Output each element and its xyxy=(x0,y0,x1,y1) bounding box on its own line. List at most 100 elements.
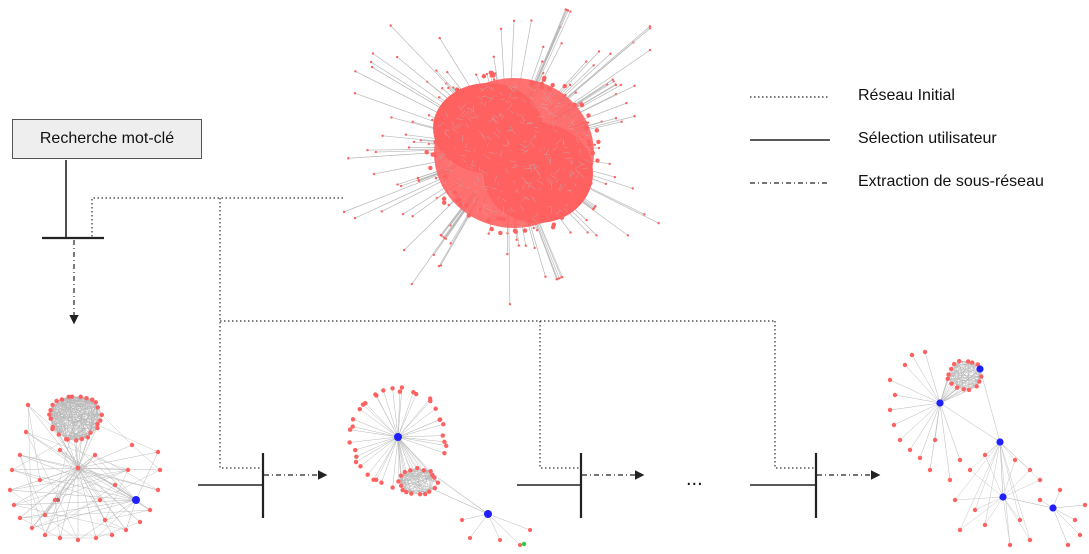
network-node xyxy=(594,128,600,133)
network-edge xyxy=(527,85,535,91)
network-edge xyxy=(52,404,159,453)
network-edge xyxy=(529,140,535,148)
network-edge xyxy=(1002,469,1031,498)
network-edge xyxy=(397,387,403,438)
network-edge xyxy=(550,98,552,103)
network-node xyxy=(614,117,618,120)
network-node xyxy=(458,202,463,208)
network-edge xyxy=(559,185,564,192)
network-edge xyxy=(521,220,523,228)
network-edge xyxy=(544,106,552,114)
network-edge xyxy=(397,436,426,495)
network-edge xyxy=(512,129,516,135)
network-node xyxy=(957,457,963,463)
network-edge xyxy=(939,383,952,404)
network-node xyxy=(432,253,436,257)
network-node xyxy=(437,96,441,99)
network-edge xyxy=(585,144,591,151)
network-node xyxy=(1065,542,1071,548)
legend-label-subnetwork-extraction: Extraction de sous-réseau xyxy=(858,173,1044,190)
network-edge xyxy=(531,135,536,141)
network-edge xyxy=(52,396,69,428)
network-node xyxy=(396,479,401,484)
network-node xyxy=(1017,517,1023,523)
network-edge xyxy=(984,496,1004,526)
network-edge xyxy=(573,182,577,187)
network-node xyxy=(347,427,353,432)
network-edge xyxy=(401,477,435,486)
network-node xyxy=(604,182,608,186)
network-edge xyxy=(397,436,418,469)
network-edge xyxy=(579,148,581,154)
network-node xyxy=(42,532,48,538)
network-edge xyxy=(125,499,137,531)
network-edge xyxy=(77,467,159,491)
network-node xyxy=(54,398,59,404)
network-edge xyxy=(44,454,96,516)
network-node xyxy=(79,436,85,442)
network-node xyxy=(569,231,572,234)
network-node xyxy=(633,115,636,118)
network-node xyxy=(460,518,464,522)
network-node xyxy=(90,397,95,402)
network-edge xyxy=(480,86,488,92)
network-edge xyxy=(367,148,445,151)
network-node xyxy=(155,487,161,493)
network-node xyxy=(372,172,376,176)
network-node xyxy=(435,480,441,485)
network-edge xyxy=(367,436,399,475)
network-node xyxy=(371,52,375,55)
network-node xyxy=(481,74,487,79)
network-node xyxy=(390,386,395,391)
network-edge xyxy=(397,436,447,447)
dotted-connector-to-step3 xyxy=(774,321,815,469)
network-node xyxy=(75,537,81,543)
network-node xyxy=(95,405,101,410)
network-edge xyxy=(373,160,443,175)
network-node xyxy=(85,435,91,440)
network-node xyxy=(979,374,984,379)
network-edge xyxy=(402,470,425,491)
network-edge xyxy=(483,154,491,160)
network-edge xyxy=(444,168,452,172)
network-node xyxy=(498,538,502,542)
network-edge xyxy=(507,209,509,212)
selected-node xyxy=(999,493,1007,501)
network-edge xyxy=(77,467,106,521)
network-node xyxy=(402,469,407,475)
network-node xyxy=(353,447,358,453)
network-node xyxy=(977,379,982,384)
network-edge xyxy=(919,402,941,459)
network-node xyxy=(99,412,105,418)
network-edge xyxy=(49,402,96,415)
network-edge xyxy=(569,172,575,178)
network-edge xyxy=(545,178,553,186)
keyword-search-box[interactable]: Recherche mot-clé xyxy=(12,119,202,159)
network-node xyxy=(452,109,457,115)
network-edge xyxy=(19,454,159,491)
network-edge xyxy=(397,435,443,438)
network-node xyxy=(88,430,93,435)
network-edge xyxy=(456,182,464,187)
network-edge xyxy=(52,407,98,430)
network-node xyxy=(23,429,29,435)
network-edge xyxy=(56,400,98,408)
network-edge xyxy=(131,444,161,471)
network-node xyxy=(458,88,463,94)
network-node xyxy=(428,469,433,474)
network-edge xyxy=(437,121,445,128)
network-edge xyxy=(507,129,513,132)
network-node xyxy=(952,497,958,503)
network-edge xyxy=(496,128,501,134)
network-node xyxy=(608,162,611,166)
network-node xyxy=(402,248,406,252)
network-edge xyxy=(467,109,474,117)
selected-node xyxy=(996,438,1004,446)
network-node xyxy=(37,477,43,483)
network-node xyxy=(957,527,963,533)
network-edge xyxy=(939,361,969,404)
network-node xyxy=(586,138,591,144)
network-node xyxy=(380,210,383,213)
network-edge xyxy=(54,396,81,501)
network-edge xyxy=(77,467,101,501)
